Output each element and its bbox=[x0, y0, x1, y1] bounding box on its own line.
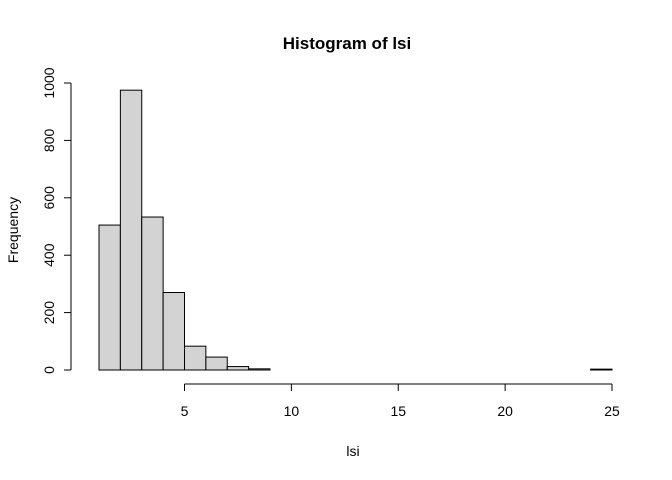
x-axis: 5 10 15 20 25 bbox=[181, 383, 620, 419]
histogram-bar-24 bbox=[590, 368, 613, 371]
histogram-bar-1 bbox=[98, 224, 121, 371]
x-tick-label: 15 bbox=[390, 403, 406, 419]
histogram-bar-3 bbox=[141, 216, 164, 371]
y-tick-label: 600 bbox=[41, 186, 57, 210]
y-tick-label: 800 bbox=[41, 129, 57, 153]
y-axis: 0 200 400 600 800 1000 bbox=[41, 67, 72, 374]
histogram-bars bbox=[98, 89, 613, 371]
x-tick-label: 5 bbox=[181, 403, 189, 419]
x-axis-label: lsi bbox=[346, 443, 359, 459]
x-tick-label: 10 bbox=[284, 403, 300, 419]
histogram-bar-5 bbox=[184, 345, 207, 371]
y-tick-label: 400 bbox=[41, 243, 57, 267]
histogram-bar-2 bbox=[119, 89, 143, 371]
histogram-bar-4 bbox=[162, 292, 185, 371]
y-axis-label: Frequency bbox=[5, 197, 21, 263]
y-tick-label: 1000 bbox=[41, 67, 57, 98]
chart-title: Histogram of lsi bbox=[283, 34, 411, 53]
y-tick-label: 200 bbox=[41, 301, 57, 325]
histogram-bar-8 bbox=[248, 368, 271, 371]
y-tick-label: 0 bbox=[41, 366, 57, 374]
histogram-bar-7 bbox=[226, 366, 250, 371]
x-tick-label: 25 bbox=[604, 403, 620, 419]
histogram-bar-6 bbox=[205, 356, 228, 371]
x-tick-label: 20 bbox=[497, 403, 513, 419]
